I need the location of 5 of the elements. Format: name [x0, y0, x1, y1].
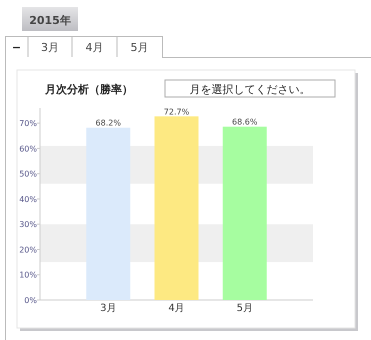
x-tick-label: 4月 [168, 303, 185, 314]
data-label: 68.6% [232, 118, 258, 127]
data-label: 72.7% [164, 107, 190, 116]
x-tick-label: 5月 [236, 303, 253, 314]
text: 月を選択してください。 [190, 83, 310, 96]
